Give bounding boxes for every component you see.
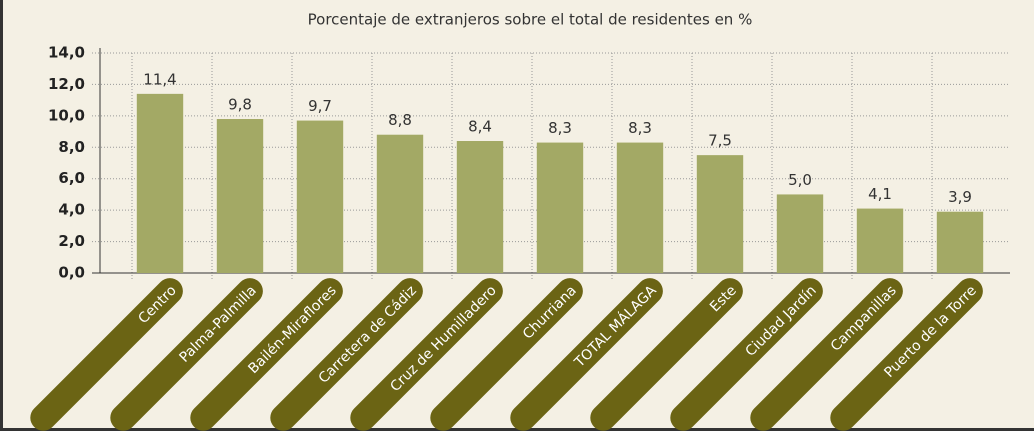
- chart-title: Porcentaje de extranjeros sobre el total…: [308, 11, 753, 29]
- bar: [376, 134, 424, 273]
- value-label: 4,1: [868, 185, 892, 203]
- label-pill: [30, 278, 183, 431]
- bar: [456, 141, 504, 273]
- value-label: 9,7: [308, 97, 332, 115]
- label-pill: [110, 278, 263, 431]
- label-pill: [830, 278, 983, 431]
- y-tick-label: 8,0: [58, 138, 85, 156]
- value-label: 7,5: [708, 132, 732, 150]
- value-label: 9,8: [228, 96, 252, 114]
- y-tick-label: 0,0: [58, 264, 85, 282]
- bar: [136, 93, 184, 273]
- label-pill: [270, 278, 423, 431]
- y-tick-label: 14,0: [48, 44, 85, 62]
- bar: [216, 119, 264, 273]
- y-tick-label: 6,0: [58, 169, 85, 187]
- bar: [696, 155, 744, 273]
- value-label: 8,3: [548, 119, 572, 137]
- bar: [536, 142, 584, 273]
- bar: [776, 194, 824, 273]
- bar: [296, 120, 344, 273]
- label-pill: [430, 278, 583, 431]
- value-label: 11,4: [143, 70, 176, 88]
- y-tick-label: 12,0: [48, 75, 85, 93]
- bar: [616, 142, 664, 273]
- label-pill: [190, 278, 343, 431]
- label-pill: [510, 278, 663, 431]
- bar: [936, 211, 984, 273]
- label-pill: [350, 278, 503, 431]
- value-label: 8,3: [628, 119, 652, 137]
- y-tick-label: 10,0: [48, 106, 85, 124]
- bar: [856, 208, 904, 273]
- label-pill: [670, 278, 823, 431]
- label-pill: [590, 278, 743, 431]
- value-label: 8,4: [468, 118, 492, 136]
- value-label: 8,8: [388, 111, 412, 129]
- y-tick-label: 2,0: [58, 232, 85, 250]
- label-pill: [750, 278, 903, 431]
- y-tick-label: 4,0: [58, 201, 85, 219]
- value-label: 5,0: [788, 171, 812, 189]
- value-label: 3,9: [948, 188, 972, 206]
